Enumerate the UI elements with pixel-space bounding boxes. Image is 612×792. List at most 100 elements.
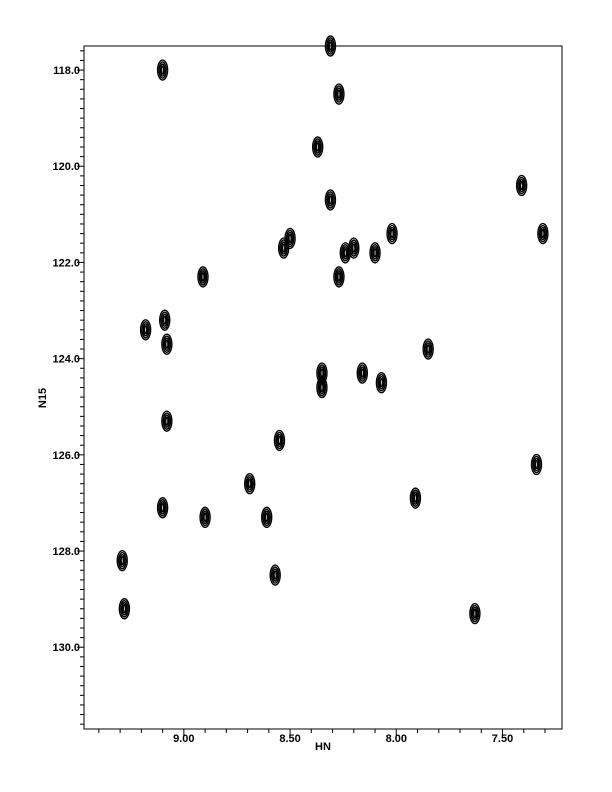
peak-contour: [517, 176, 526, 195]
peak-contour: [379, 377, 384, 388]
y-axis-label: N15: [37, 388, 49, 408]
peak-contour: [334, 85, 344, 103]
peak-contour: [281, 243, 286, 253]
peak-contour: [538, 224, 548, 243]
peak-contour: [139, 319, 152, 341]
peak-contour: [533, 457, 540, 472]
x-tick-label: 7.50: [492, 733, 513, 745]
peak: [269, 564, 281, 586]
peak: [277, 237, 290, 259]
peak-contour: [343, 248, 348, 258]
peak-contour: [162, 315, 167, 325]
peak-contour: [162, 335, 172, 353]
peak-contour: [337, 89, 341, 99]
y-tick-label: 120.0: [52, 161, 80, 173]
peak-contour: [160, 503, 165, 513]
peak-contour: [122, 604, 127, 614]
peak-contour: [412, 491, 419, 505]
peak-contour: [530, 453, 543, 476]
peak-contour: [539, 226, 546, 241]
x-tick-label: 8.50: [279, 733, 300, 745]
peak-contour: [263, 510, 270, 525]
peak: [375, 371, 388, 394]
peak-contour: [156, 497, 169, 519]
peak-contour: [273, 570, 278, 580]
peak: [118, 598, 131, 620]
peak-contour: [352, 243, 356, 253]
peak-contour: [473, 608, 477, 619]
peak-contour: [161, 410, 173, 432]
y-tick-label: 122.0: [52, 257, 80, 269]
peak: [369, 242, 381, 264]
peak-contour: [377, 373, 386, 392]
y-axis: 118.0 120.0 122.0 124.0 126.0 128.0 130.0: [52, 50, 84, 725]
peak-contour: [142, 323, 149, 337]
peak-contour: [244, 472, 256, 495]
peak-contour: [515, 174, 528, 197]
peak-contour: [160, 311, 170, 329]
peak-contour: [313, 138, 322, 156]
peak-contour: [116, 549, 128, 572]
peak: [139, 319, 152, 341]
peak-contour: [409, 487, 422, 509]
peak-contour: [411, 489, 420, 507]
peak-contour: [202, 510, 209, 525]
peak-contour: [518, 178, 525, 193]
peak: [161, 410, 173, 432]
peak-contour: [120, 600, 129, 618]
peak-contour: [350, 241, 357, 255]
y-tick-label: 126.0: [52, 450, 80, 462]
peak-contour: [389, 226, 396, 241]
peak: [116, 549, 128, 572]
peak-contour: [390, 228, 394, 239]
peak-contour: [333, 266, 345, 288]
peak-contour: [318, 380, 325, 395]
peak-contour: [337, 272, 341, 282]
peak: [324, 189, 337, 211]
peak: [409, 487, 422, 509]
peak-contour: [158, 499, 167, 517]
peak-contour: [328, 41, 333, 51]
peak-contour: [269, 564, 281, 586]
peak-contour: [275, 431, 284, 450]
peak-contour: [469, 602, 481, 625]
peak: [244, 472, 256, 495]
peak: [537, 222, 549, 245]
peak-contour: [118, 598, 131, 620]
peak: [333, 266, 345, 288]
peak-contour: [372, 246, 379, 260]
peak: [324, 35, 337, 57]
y-tick-label: 128.0: [52, 546, 80, 558]
peak-contour: [358, 364, 367, 382]
peak: [261, 506, 273, 529]
x-tick-label: 8.00: [386, 733, 407, 745]
peak-contour: [279, 239, 288, 257]
peak-contour: [163, 337, 170, 351]
y-tick-label: 118.0: [53, 65, 80, 77]
peak-contour: [413, 493, 418, 503]
peak-contour: [519, 180, 524, 191]
peak-contour: [199, 506, 211, 529]
peak-contour: [272, 568, 279, 582]
peak-contour: [328, 195, 333, 205]
peak-contour: [320, 382, 324, 393]
peak-contour: [161, 333, 173, 355]
peak-contour: [423, 340, 433, 358]
y-tick-label: 130.0: [52, 642, 80, 654]
peak-contour: [378, 375, 385, 390]
peak-contour: [165, 416, 169, 426]
peak-contour: [117, 551, 127, 570]
peak-contour: [532, 455, 541, 474]
peak-contour: [159, 63, 166, 77]
peak-contour: [270, 566, 280, 584]
peak-contour: [200, 508, 210, 527]
peak-contour: [285, 229, 295, 248]
peak-contour: [324, 189, 337, 211]
peak-contour: [159, 501, 166, 515]
peak-contour: [335, 270, 342, 284]
peak-contour: [156, 59, 169, 81]
peak-contour: [333, 83, 345, 105]
peak-contour: [163, 414, 170, 428]
peak: [422, 338, 434, 360]
peak-contour: [203, 512, 207, 523]
